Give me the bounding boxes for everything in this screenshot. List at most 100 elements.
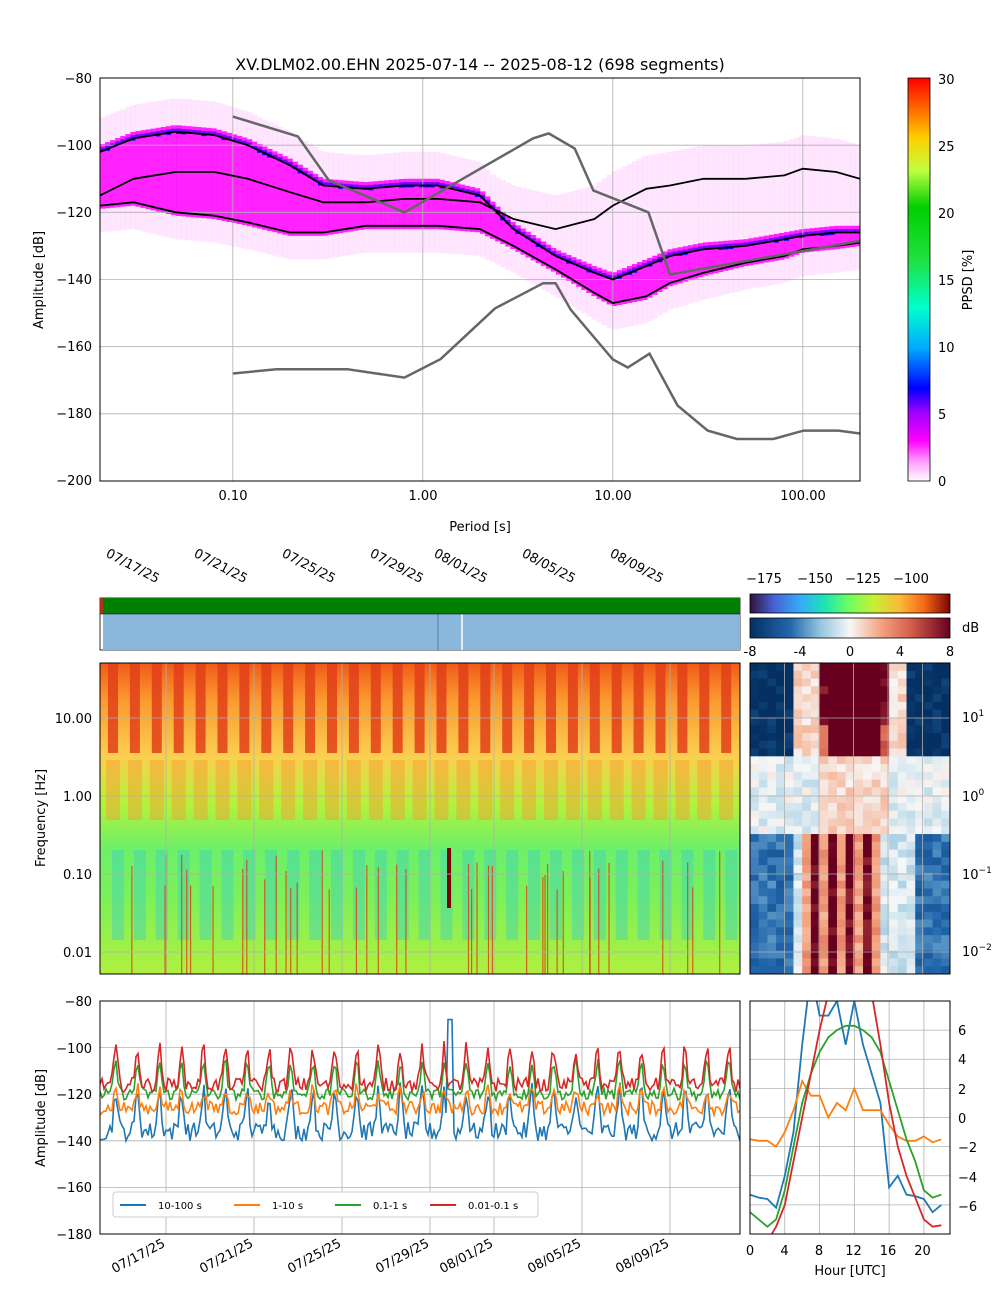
hour-spec-cell: [750, 950, 760, 959]
hour-spec-cell: [889, 849, 899, 858]
hour-spec-cell: [784, 701, 794, 711]
hour-spec-cell: [767, 686, 777, 695]
hour-spec-cell: [915, 826, 925, 835]
hour-spec-cell: [871, 810, 881, 819]
spec-mid-band: [412, 760, 427, 820]
hour-spec-cell: [932, 818, 942, 827]
ppsd-core: [611, 272, 618, 307]
rel-cbar-tick: -4: [794, 645, 807, 660]
hour-spec-cell: [802, 880, 812, 889]
hour-spec-cell: [793, 966, 803, 975]
hour-spec-cell: [776, 896, 786, 905]
rel-cbar-tick: 8: [946, 645, 954, 660]
hour-spec-cell: [767, 865, 777, 874]
hour-spec-cell: [784, 826, 794, 835]
hour-spec-cell: [784, 740, 794, 750]
hour-spec-cell: [828, 732, 838, 742]
hour-spec-cell: [906, 709, 916, 718]
hour-spec-cell: [941, 732, 951, 742]
hour-spec-cell: [819, 935, 829, 944]
ppsd-ytick-label: −120: [56, 206, 92, 221]
hour-spec-cell: [845, 686, 855, 695]
hour-spec-cell: [767, 849, 777, 858]
ppsd-core: [464, 185, 471, 232]
hour-spec-cell: [941, 725, 951, 734]
hour-spec-cell: [880, 771, 890, 781]
ppsd-core: [839, 225, 846, 249]
hour-spec-cell: [776, 935, 786, 944]
ppsd-core: [728, 240, 734, 270]
band-legend: 10-100 s 1-10 s 0.1-1 s 0.01-0.1 s: [112, 1191, 539, 1218]
hour-spec-cell: [845, 826, 855, 835]
ppsd-envelope: [687, 147, 694, 304]
hour-spec-cell: [863, 810, 873, 819]
ppsd-ridge: [809, 231, 815, 236]
ppsd-ridge: [581, 264, 587, 269]
spec-low-band: [725, 850, 738, 940]
ppsd-core: [819, 227, 826, 251]
ppsd-core: [343, 180, 349, 233]
hour-spec-cell: [854, 694, 864, 703]
hour-spec-cell: [906, 818, 916, 827]
hour-spec-cell: [810, 927, 821, 936]
hour-spec-cell: [845, 779, 855, 788]
hour-spec-cell: [828, 888, 838, 897]
ppsd-core: [100, 144, 106, 209]
hour-spec-cell: [767, 787, 777, 796]
hour-spec-cell: [802, 872, 812, 882]
hour-spec-cell: [889, 857, 899, 866]
hour-spec-cell: [810, 678, 821, 687]
hour-spec-cell: [854, 841, 864, 851]
hour-spec-cell: [880, 740, 890, 750]
ppsd-cbar-tick: 20: [938, 207, 955, 222]
ppsd-ridge: [155, 131, 162, 136]
hour-spec-cell: [897, 779, 908, 788]
hour-spec-cell: [932, 857, 942, 866]
hour-spec-cell: [923, 950, 934, 959]
hour-spec-cell: [767, 795, 777, 804]
ppsd-ridge: [844, 229, 851, 234]
hour-spec-cell: [802, 927, 812, 936]
hour-spec-cell: [810, 857, 821, 866]
ppsd-ridge: [626, 269, 633, 274]
hour-spec-cell: [836, 686, 847, 695]
hour-spec-cell: [897, 694, 908, 703]
hour-spec-cell: [863, 725, 873, 734]
hour-spec-cell: [863, 935, 873, 944]
ppsd-ridge: [621, 271, 628, 276]
hour-spec-cell: [880, 865, 890, 874]
hour-spec-cell: [793, 694, 803, 703]
ppsd-envelope: [561, 193, 567, 302]
ppsd-core: [718, 241, 724, 273]
hour-spec-cell: [819, 756, 829, 765]
hour-spec-cell: [836, 958, 847, 967]
hour-spec-cell: [750, 795, 760, 804]
hour-spec-cell: [854, 740, 864, 750]
hour-spec-cell: [906, 911, 916, 921]
hour-spec-cell: [750, 857, 760, 866]
hour-spec-cell: [802, 764, 812, 773]
ppsd-line-percentile_low: [100, 201, 860, 304]
hour-spec-cell: [793, 802, 803, 812]
spec-low-band: [309, 850, 322, 940]
hour-spec-cell: [889, 935, 899, 944]
ppsd-ridge: [196, 130, 202, 135]
hour-spec-cell: [941, 701, 951, 711]
hour-spec-cell: [836, 732, 847, 742]
hour-spec-cell: [915, 795, 925, 804]
ppsd-ridge: [449, 185, 456, 190]
hour-spec-cell: [906, 950, 916, 959]
hour-spec-cell: [845, 919, 855, 928]
ppsd-core: [591, 265, 598, 297]
hour-spec-cell: [802, 802, 812, 812]
ppsd-core: [439, 179, 446, 230]
ppsd-envelope: [849, 143, 856, 271]
spec-low-band: [265, 850, 278, 940]
ppsd-core: [576, 259, 582, 287]
hour-spec-cell: [932, 694, 942, 703]
hour-spec-cell: [767, 872, 777, 882]
hour-spec-cell: [810, 935, 821, 944]
ppsd-core: [393, 179, 400, 230]
ppsd-core: [409, 178, 415, 230]
hour-ytick-label: 6: [958, 1024, 966, 1039]
